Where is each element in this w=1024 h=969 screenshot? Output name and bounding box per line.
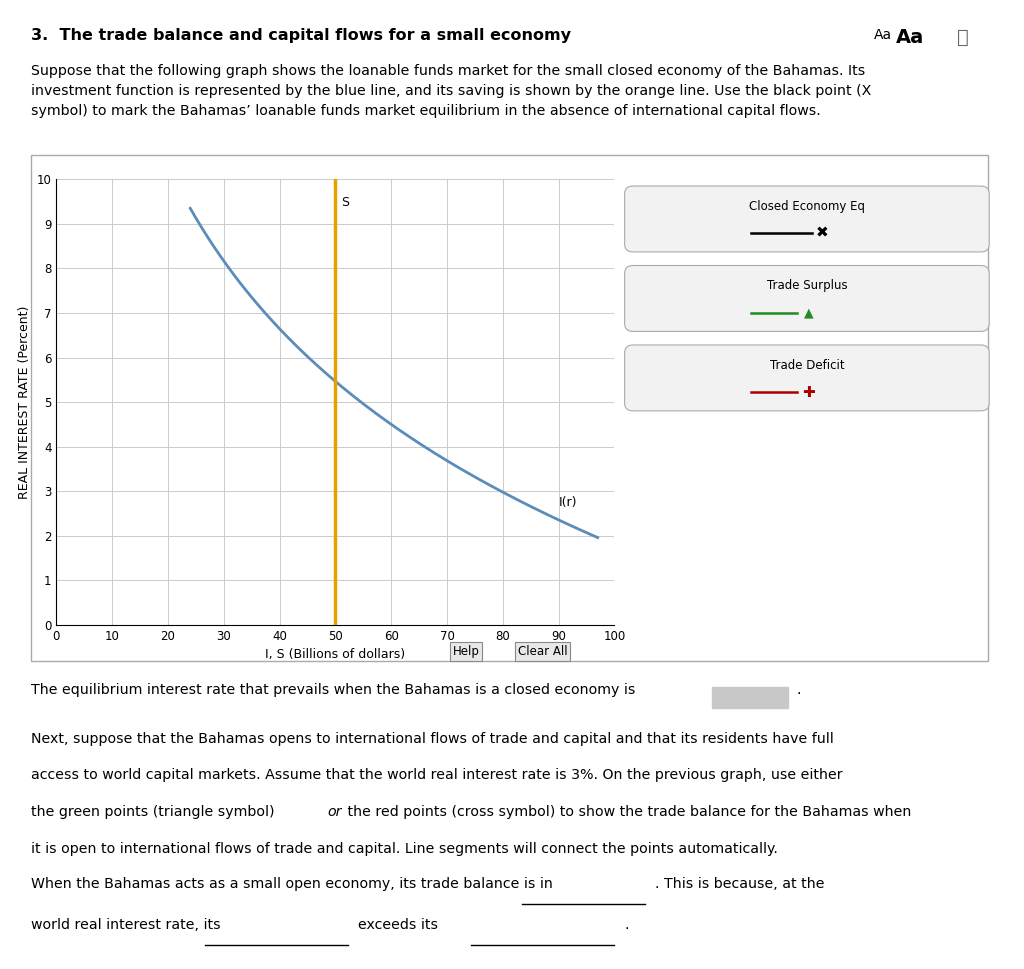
Text: Next, suppose that the Bahamas opens to international flows of trade and capital: Next, suppose that the Bahamas opens to …	[31, 732, 834, 745]
Text: Aa: Aa	[896, 28, 925, 47]
Text: When the Bahamas acts as a small open economy, its trade balance is in: When the Bahamas acts as a small open ec…	[31, 877, 553, 891]
Text: Help: Help	[453, 644, 479, 658]
Text: ✚: ✚	[803, 385, 815, 399]
Text: access to world capital markets. Assume that the world real interest rate is 3%.: access to world capital markets. Assume …	[31, 768, 843, 782]
Text: ▲: ▲	[804, 306, 814, 319]
Text: exceeds its: exceeds its	[358, 918, 438, 931]
Text: Aa: Aa	[873, 28, 892, 42]
Text: S: S	[341, 196, 349, 209]
X-axis label: I, S (Billions of dollars): I, S (Billions of dollars)	[265, 648, 406, 662]
Text: it is open to international flows of trade and capital. Line segments will conne: it is open to international flows of tra…	[31, 842, 777, 856]
Text: . This is because, at the: . This is because, at the	[655, 877, 825, 891]
Text: 3.  The trade balance and capital flows for a small economy: 3. The trade balance and capital flows f…	[31, 28, 570, 43]
Text: ⎙: ⎙	[957, 28, 969, 47]
Text: Closed Economy Eq: Closed Economy Eq	[749, 200, 865, 213]
Text: ✖: ✖	[816, 226, 828, 240]
Text: or: or	[328, 805, 342, 819]
Text: the green points (triangle symbol): the green points (triangle symbol)	[31, 805, 279, 819]
Text: .: .	[797, 683, 801, 697]
Text: Clear All: Clear All	[518, 644, 567, 658]
Text: the red points (cross symbol) to show the trade balance for the Bahamas when: the red points (cross symbol) to show th…	[343, 805, 911, 819]
Text: world real interest rate, its: world real interest rate, its	[31, 918, 220, 931]
Text: Suppose that the following graph shows the loanable funds market for the small c: Suppose that the following graph shows t…	[31, 64, 871, 118]
Text: I(r): I(r)	[559, 496, 578, 509]
Text: Trade Deficit: Trade Deficit	[770, 359, 844, 372]
Y-axis label: REAL INTEREST RATE (Percent): REAL INTEREST RATE (Percent)	[18, 305, 31, 499]
Text: The equilibrium interest rate that prevails when the Bahamas is a closed economy: The equilibrium interest rate that preva…	[31, 683, 635, 697]
Text: Trade Surplus: Trade Surplus	[767, 279, 847, 293]
Text: .: .	[625, 918, 629, 931]
